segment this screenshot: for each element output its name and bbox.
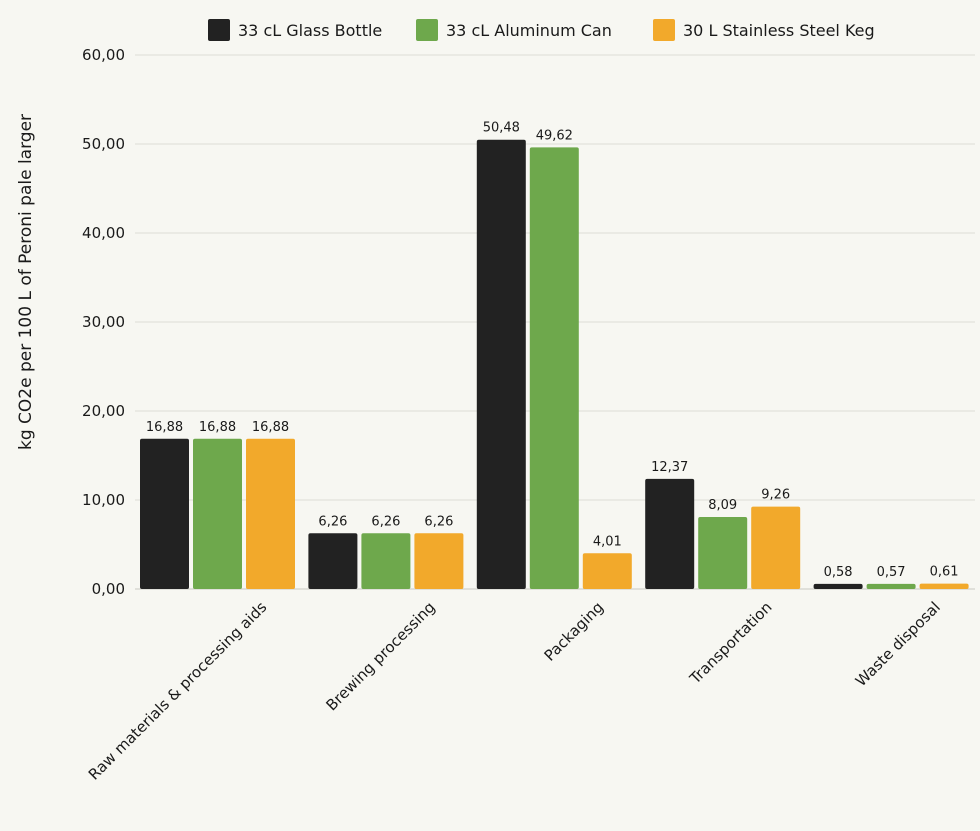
bar-value-label: 49,62	[536, 128, 573, 143]
bar	[361, 533, 411, 589]
bar-value-label: 0,58	[824, 565, 853, 580]
y-axis-label: kg CO2e per 100 L of Peroni pale larger	[16, 114, 36, 450]
bar	[476, 139, 526, 589]
bar	[140, 438, 189, 589]
legend-label: 33 cL Glass Bottle	[238, 21, 382, 40]
bar	[582, 553, 632, 589]
bar-value-label: 8,09	[708, 498, 737, 513]
bar	[193, 438, 242, 589]
y-tick-label: 20,00	[82, 402, 125, 420]
y-tick-label: 10,00	[82, 491, 125, 509]
y-tick-label: 30,00	[82, 313, 125, 331]
x-category-label: Packaging	[541, 598, 608, 665]
bar-value-label: 50,48	[483, 121, 520, 136]
bar	[308, 533, 358, 589]
y-tick-label: 50,00	[82, 135, 125, 153]
bar-value-label: 16,88	[199, 420, 236, 435]
legend-swatch	[416, 19, 438, 41]
bar	[645, 478, 695, 589]
y-tick-label: 60,00	[82, 46, 125, 64]
bar	[813, 583, 863, 589]
legend-label: 30 L Stainless Steel Keg	[683, 21, 875, 40]
bar-value-label: 4,01	[593, 534, 622, 549]
bar	[414, 533, 464, 589]
legend-swatch	[653, 19, 675, 41]
bar	[866, 583, 916, 589]
bar	[246, 438, 295, 589]
bar	[919, 583, 969, 589]
bar	[529, 147, 579, 589]
bar-value-label: 6,26	[371, 514, 400, 529]
bar	[751, 506, 801, 589]
x-category-label: Brewing processing	[322, 598, 438, 714]
y-axis: 0,00 10,00 20,00 30,00 40,00 50,00 60,00	[82, 46, 125, 598]
legend-label: 33 cL Aluminum Can	[446, 21, 612, 40]
legend-swatch	[208, 19, 230, 41]
chart-legend: 33 cL Glass Bottle 33 cL Aluminum Can 30 L…	[208, 19, 875, 41]
bar-value-label: 6,26	[424, 514, 453, 529]
bar-value-label: 9,26	[761, 488, 790, 503]
bar-value-label: 6,26	[318, 514, 347, 529]
chart-bars: 16,88 16,88 16,88 6,26 6,26 6,26 50,48 49,62 4,0…	[140, 121, 969, 589]
bar-value-label: 16,88	[146, 420, 183, 435]
bar-value-label: 0,61	[930, 565, 959, 580]
x-axis: Raw materials & processing aids Brewing p…	[85, 598, 944, 784]
y-tick-label: 0,00	[92, 580, 125, 598]
bar	[698, 516, 748, 589]
y-tick-label: 40,00	[82, 224, 125, 242]
bar-value-label: 0,57	[877, 565, 906, 580]
x-category-label: Transportation	[686, 598, 776, 688]
bar-value-label: 12,37	[651, 460, 688, 475]
x-category-label: Raw materials & processing aids	[85, 598, 271, 784]
x-category-label: Waste disposal	[852, 598, 944, 690]
bar-value-label: 16,88	[252, 420, 289, 435]
